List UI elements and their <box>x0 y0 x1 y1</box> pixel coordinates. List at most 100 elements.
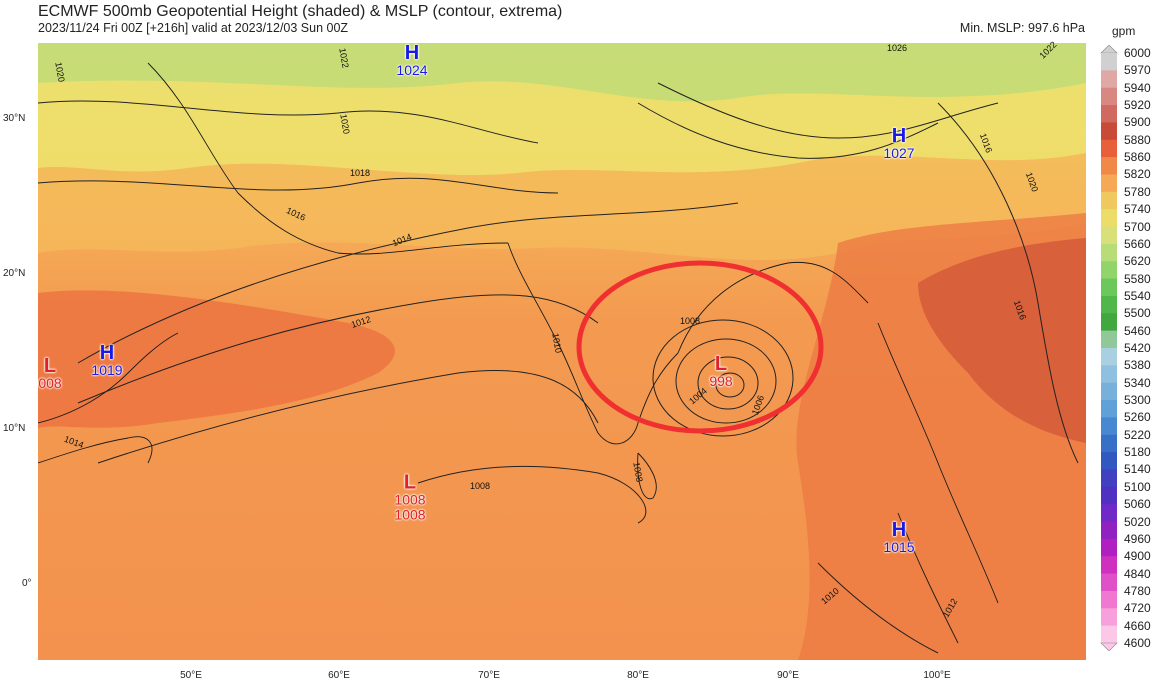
colorbar-swatch <box>1101 365 1117 384</box>
colorbar-swatch <box>1101 191 1117 210</box>
low-pressure-marker: L 998 <box>709 353 732 389</box>
low-value: 008 <box>38 375 62 391</box>
colorbar-swatch <box>1101 122 1117 141</box>
high-pressure-marker: H 1015 <box>883 519 915 555</box>
lat-label: 0° <box>22 578 32 589</box>
chart-title: ECMWF 500mb Geopotential Height (shaded)… <box>38 3 563 20</box>
high-letter: H <box>891 519 907 541</box>
colorbar-swatch <box>1101 87 1117 106</box>
colorbar-swatch <box>1101 417 1117 436</box>
colorbar-level-label: 6000 <box>1124 46 1151 60</box>
colorbar-level-label: 5780 <box>1124 184 1151 199</box>
colorbar-level-label: 5940 <box>1124 80 1151 95</box>
colorbar-swatch <box>1101 226 1117 245</box>
low-letter: L <box>403 471 417 494</box>
colorbar-level-label: 4720 <box>1124 601 1151 616</box>
colorbar-level-label: 5820 <box>1124 167 1151 182</box>
colorbar-level-label: 5880 <box>1124 132 1151 147</box>
map-canvas <box>38 43 1086 660</box>
colorbar-swatch <box>1101 209 1117 228</box>
colorbar-swatch <box>1101 538 1117 557</box>
colorbar-swatch <box>1101 157 1117 175</box>
chart-subtitle: 2023/11/24 Fri 00Z [+216h] valid at 2023… <box>38 21 349 35</box>
colorbar-level-label: 5380 <box>1124 358 1151 373</box>
colorbar-level-label: 5580 <box>1124 271 1151 286</box>
isobar-label: 1018 <box>349 168 371 178</box>
low-value: 1008 <box>394 491 426 508</box>
colorbar-swatch <box>1101 70 1117 89</box>
colorbar-level-label: 5460 <box>1124 323 1151 338</box>
high-value: 1015 <box>883 539 915 555</box>
colorbar-swatch <box>1101 556 1117 575</box>
colorbar-level-label: 5740 <box>1124 202 1151 217</box>
colorbar-swatch <box>1101 313 1117 332</box>
high-pressure-marker: H 1024 <box>396 43 428 78</box>
colorbar-level-label: 5100 <box>1124 479 1151 494</box>
isobar-label: 1008 <box>679 316 701 326</box>
colorbar-level-label: 4960 <box>1124 531 1151 546</box>
colorbar-swatch <box>1101 53 1117 71</box>
isobar-label: 1008 <box>469 481 491 491</box>
isobar-label: 1026 <box>886 43 908 53</box>
colorbar-level-label: 5540 <box>1124 288 1151 303</box>
colorbar-swatch <box>1101 434 1117 453</box>
colorbar-swatch <box>1101 174 1117 193</box>
colorbar-swatch <box>1101 625 1117 644</box>
height-band-5740 <box>38 80 1086 176</box>
lat-label: 10°N <box>3 423 26 434</box>
coastlines <box>38 62 999 644</box>
colorbar-level-label: 5920 <box>1124 98 1151 113</box>
lon-label: 60°E <box>328 670 350 681</box>
high-value: 1019 <box>91 362 123 378</box>
colorbar-level-label: 5500 <box>1124 306 1151 321</box>
colorbar-swatch <box>1101 278 1117 297</box>
low-letter: L <box>714 353 728 375</box>
colorbar-swatch <box>1101 590 1117 609</box>
colorbar-swatch <box>1101 330 1117 349</box>
colorbar-level-label: 5860 <box>1124 150 1151 165</box>
colorbar <box>1100 45 1118 651</box>
low-pressure-marker: L 008 <box>38 355 62 391</box>
colorbar-level-label: 4780 <box>1124 583 1151 598</box>
colorbar-level-label: 5220 <box>1124 427 1151 442</box>
colorbar-level-label: 5420 <box>1124 341 1151 355</box>
colorbar-swatch <box>1101 608 1117 627</box>
colorbar-swatch <box>1101 452 1117 470</box>
colorbar-swatch <box>1101 105 1117 123</box>
lon-label: 70°E <box>478 670 500 681</box>
high-value: 1024 <box>396 62 428 78</box>
colorbar-level-label: 5300 <box>1124 393 1151 408</box>
colorbar-swatch <box>1101 400 1117 418</box>
height-band-5700 <box>38 43 1086 102</box>
colorbar-level-label: 5970 <box>1124 63 1151 78</box>
colorbar-swatch <box>1101 573 1117 592</box>
colorbar-swatch <box>1101 382 1117 401</box>
colorbar-bottom-arrow <box>1100 642 1118 651</box>
colorbar-level-label: 5700 <box>1124 219 1151 234</box>
height-band-5900-east <box>918 238 1086 443</box>
lon-label: 100°E <box>923 670 951 681</box>
colorbar-level-label: 5180 <box>1124 445 1151 460</box>
colorbar-level-label: 4660 <box>1124 618 1151 633</box>
high-value: 1027 <box>883 145 915 161</box>
map-panel <box>38 43 1086 660</box>
colorbar-level-label: 5140 <box>1124 462 1151 477</box>
low-letter: L <box>43 355 57 377</box>
colorbar-level-label: 5900 <box>1124 115 1151 130</box>
cyclone-highlight-ring <box>576 260 824 434</box>
low-pressure-marker: L 1008 1008 <box>394 471 426 523</box>
colorbar-swatch <box>1101 521 1117 540</box>
colorbar-swatch <box>1101 139 1117 158</box>
colorbar-swatch <box>1101 261 1117 280</box>
colorbar-level-label: 5020 <box>1124 514 1151 529</box>
high-pressure-marker: H 1027 <box>883 125 915 161</box>
high-letter: H <box>891 125 907 147</box>
colorbar-level-label: 4840 <box>1124 566 1151 581</box>
lon-label: 80°E <box>627 670 649 681</box>
colorbar-level-label: 5620 <box>1124 254 1151 269</box>
colorbar-swatch <box>1101 295 1117 314</box>
colorbar-swatch <box>1101 504 1117 523</box>
high-pressure-marker: H 1019 <box>91 343 123 378</box>
lat-label: 30°N <box>3 113 26 124</box>
colorbar-level-label: 5340 <box>1124 375 1151 390</box>
